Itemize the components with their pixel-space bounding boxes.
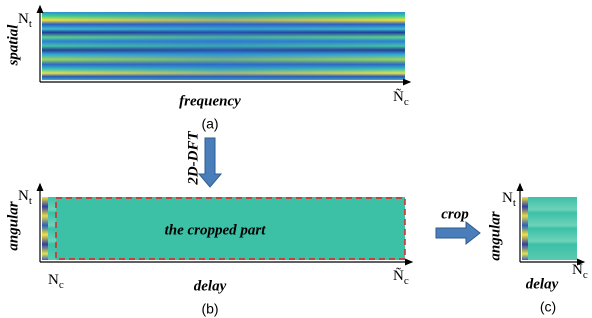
crop-region xyxy=(55,197,406,260)
down-arrow xyxy=(197,137,223,188)
caption: (b) xyxy=(201,301,218,317)
label-part: N xyxy=(502,190,513,206)
y-label: Nt xyxy=(18,188,32,206)
transform-label: 2D-DFT xyxy=(185,130,201,185)
x-label: Ñc xyxy=(393,89,409,107)
y-axis-title: spatial xyxy=(5,24,21,67)
caption: (c) xyxy=(540,299,556,315)
label-part: t xyxy=(29,18,32,30)
y-label: Nt xyxy=(502,190,516,208)
label-part: c xyxy=(404,96,409,108)
x-axis-title: frequency xyxy=(179,93,241,109)
label-part: Ñ xyxy=(393,268,404,284)
x-label: Ñc xyxy=(393,268,409,286)
x-axis-title: delay xyxy=(526,276,559,292)
x-label: Nc xyxy=(572,262,588,280)
label-part: c xyxy=(59,279,64,291)
label-part: c xyxy=(404,275,409,287)
map-shading xyxy=(42,12,405,80)
label-part: N xyxy=(572,262,583,278)
angular-delay-map xyxy=(42,197,405,260)
label-part: t xyxy=(513,197,516,209)
map-edge-fade xyxy=(48,197,56,260)
operation-label: crop xyxy=(441,206,469,222)
caption: (a) xyxy=(201,116,218,132)
label-part: N xyxy=(18,11,29,27)
region-label: the cropped part xyxy=(165,222,267,238)
right-arrow xyxy=(435,220,481,246)
y-label: Nt xyxy=(18,11,32,29)
map-edge xyxy=(522,197,528,260)
x-start-label: Nc xyxy=(48,272,64,290)
label-part: N xyxy=(48,272,59,288)
label-part: t xyxy=(29,195,32,207)
x-axis-title: delay xyxy=(194,278,227,294)
label-part: N xyxy=(18,188,29,204)
cropped-map xyxy=(522,197,577,260)
y-axis-title: angular xyxy=(487,211,503,260)
label-part: Ñ xyxy=(393,89,404,105)
label-part: c xyxy=(583,269,588,281)
map-edge xyxy=(42,197,48,260)
y-axis-title: angular xyxy=(5,201,21,250)
